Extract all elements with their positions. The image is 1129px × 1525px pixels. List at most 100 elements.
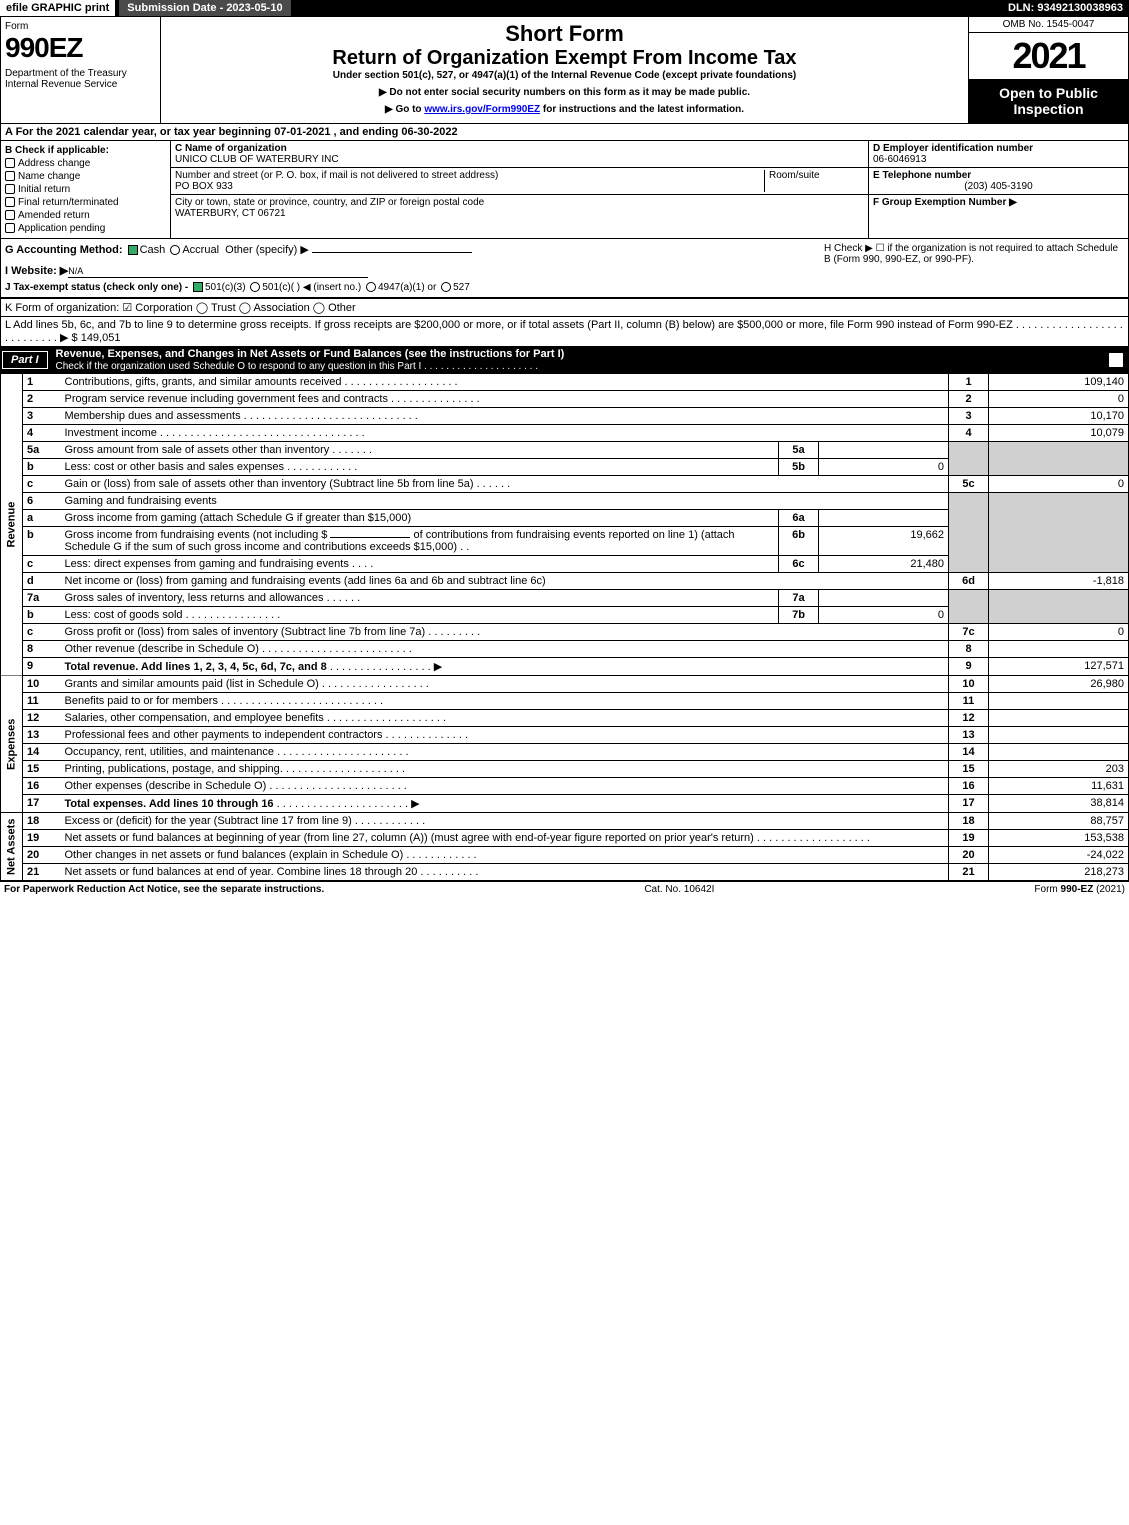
ln16-desc: Other expenses (describe in Schedule O) … <box>61 778 949 795</box>
ln12-desc: Salaries, other compensation, and employ… <box>61 710 949 727</box>
ln5ab-greyv <box>989 442 1129 476</box>
ln21-num: 21 <box>23 864 61 881</box>
grp-lbl: F Group Exemption Number ▶ <box>873 197 1017 208</box>
ln6a-s1: 6a <box>779 510 819 527</box>
ln8-num: 8 <box>23 641 61 658</box>
ln12-val <box>989 710 1129 727</box>
ln11-val <box>989 693 1129 710</box>
website: N/A <box>68 266 83 276</box>
ln17-num: 17 <box>23 795 61 813</box>
ln11-num: 11 <box>23 693 61 710</box>
line-a: A For the 2021 calendar year, or tax yea… <box>0 124 1129 141</box>
ln6d-num: d <box>23 573 61 590</box>
ln15-c1: 15 <box>949 761 989 778</box>
ln13-desc: Professional fees and other payments to … <box>61 727 949 744</box>
return-title: Return of Organization Exempt From Incom… <box>165 47 964 70</box>
ln5c-val: 0 <box>989 476 1129 493</box>
dept-label: Department of the Treasury Internal Reve… <box>5 68 156 90</box>
ln4-desc: Investment income . . . . . . . . . . . … <box>61 425 949 442</box>
ln5a-desc: Gross amount from sale of assets other t… <box>61 442 779 459</box>
ln14-val <box>989 744 1129 761</box>
addr-row: Number and street (or P. O. box, if mail… <box>171 168 868 195</box>
footer-right: Form 990-EZ (2021) <box>1034 884 1125 895</box>
org-name-row: C Name of organization UNICO CLUB OF WAT… <box>171 141 868 168</box>
footer: For Paperwork Reduction Act Notice, see … <box>0 881 1129 897</box>
ln5a-sv <box>819 442 949 459</box>
ln13-c1: 13 <box>949 727 989 744</box>
form-header: Form 990EZ Department of the Treasury In… <box>0 16 1129 124</box>
ln3-val: 10,170 <box>989 408 1129 425</box>
ln7c-num: c <box>23 624 61 641</box>
ln21-c1: 21 <box>949 864 989 881</box>
ln20-desc: Other changes in net assets or fund bala… <box>61 847 949 864</box>
ln10-val: 26,980 <box>989 676 1129 693</box>
ln15-num: 15 <box>23 761 61 778</box>
note2-pre: ▶ Go to <box>385 104 424 115</box>
tel-row: E Telephone number (203) 405-3190 <box>869 168 1128 195</box>
ln15-val: 203 <box>989 761 1129 778</box>
sidelabel-netassets: Net Assets <box>1 813 23 881</box>
ln3-c1: 3 <box>949 408 989 425</box>
ln21-val: 218,273 <box>989 864 1129 881</box>
checkbox-icon[interactable] <box>5 184 15 194</box>
checkbox-icon[interactable] <box>5 158 15 168</box>
ln18-desc: Excess or (deficit) for the year (Subtra… <box>61 813 949 830</box>
checkbox-icon[interactable] <box>5 223 15 233</box>
ln10-desc: Grants and similar amounts paid (list in… <box>61 676 949 693</box>
chk-4947-icon <box>366 282 376 292</box>
line-a-text: A For the 2021 calendar year, or tax yea… <box>5 126 458 138</box>
ln5c-desc: Gain or (loss) from sale of assets other… <box>61 476 949 493</box>
left-ghij: G Accounting Method: Cash Accrual Other … <box>5 243 824 293</box>
ln16-val: 11,631 <box>989 778 1129 795</box>
ln11-desc: Benefits paid to or for members . . . . … <box>61 693 949 710</box>
ln9-num: 9 <box>23 658 61 676</box>
ln18-num: 18 <box>23 813 61 830</box>
ln6-greyv <box>989 493 1129 573</box>
sidelabel-expenses: Expenses <box>1 676 23 813</box>
ln5b-num: b <box>23 459 61 476</box>
ln10-c1: 10 <box>949 676 989 693</box>
ln7a-sv <box>819 590 949 607</box>
city-lbl: City or town, state or province, country… <box>175 197 484 208</box>
ln6b-num: b <box>23 527 61 556</box>
footer-left: For Paperwork Reduction Act Notice, see … <box>4 884 324 895</box>
ein: 06-6046913 <box>873 154 926 165</box>
checkbox-icon[interactable] <box>5 171 15 181</box>
ln20-num: 20 <box>23 847 61 864</box>
ln7b-s1: 7b <box>779 607 819 624</box>
ln9-val: 127,571 <box>989 658 1129 676</box>
chk-527-icon <box>441 282 451 292</box>
ln19-val: 153,538 <box>989 830 1129 847</box>
short-form-title: Short Form <box>165 21 964 47</box>
header-right: OMB No. 1545-0047 2021 Open to Public In… <box>968 17 1128 123</box>
footer-mid: Cat. No. 10642I <box>644 884 714 895</box>
ln6b-desc: Gross income from fundraising events (no… <box>61 527 779 556</box>
ln7a-desc: Gross sales of inventory, less returns a… <box>61 590 779 607</box>
top-bar: efile GRAPHIC print Submission Date - 20… <box>0 0 1129 16</box>
tel-lbl: E Telephone number <box>873 170 971 181</box>
line-j: J Tax-exempt status (check only one) - 5… <box>5 282 824 293</box>
ln7a-s1: 7a <box>779 590 819 607</box>
ln4-c1: 4 <box>949 425 989 442</box>
checkbox-icon[interactable] <box>5 197 15 207</box>
ln14-num: 14 <box>23 744 61 761</box>
ln7c-val: 0 <box>989 624 1129 641</box>
ln11-c1: 11 <box>949 693 989 710</box>
under-section: Under section 501(c), 527, or 4947(a)(1)… <box>165 70 964 81</box>
ln2-desc: Program service revenue including govern… <box>61 391 949 408</box>
ln13-val <box>989 727 1129 744</box>
ln6a-desc: Gross income from gaming (attach Schedul… <box>61 510 779 527</box>
ln6-desc: Gaming and fundraising events <box>61 493 949 510</box>
ln17-c1: 17 <box>949 795 989 813</box>
ln9-desc: Total revenue. Add lines 1, 2, 3, 4, 5c,… <box>61 658 949 676</box>
irs-link[interactable]: www.irs.gov/Form990EZ <box>424 104 540 115</box>
checkbox-icon[interactable] <box>5 210 15 220</box>
line-h: H Check ▶ ☐ if the organization is not r… <box>824 243 1124 293</box>
part1-title: Revenue, Expenses, and Changes in Net As… <box>50 346 1103 374</box>
ln5ab-grey <box>949 442 989 476</box>
note-ssn: ▶ Do not enter social security numbers o… <box>165 87 964 98</box>
note-link: ▶ Go to www.irs.gov/Form990EZ for instru… <box>165 104 964 115</box>
ln20-val: -24,022 <box>989 847 1129 864</box>
line-l: L Add lines 5b, 6c, and 7b to line 9 to … <box>0 316 1129 346</box>
ln8-c1: 8 <box>949 641 989 658</box>
